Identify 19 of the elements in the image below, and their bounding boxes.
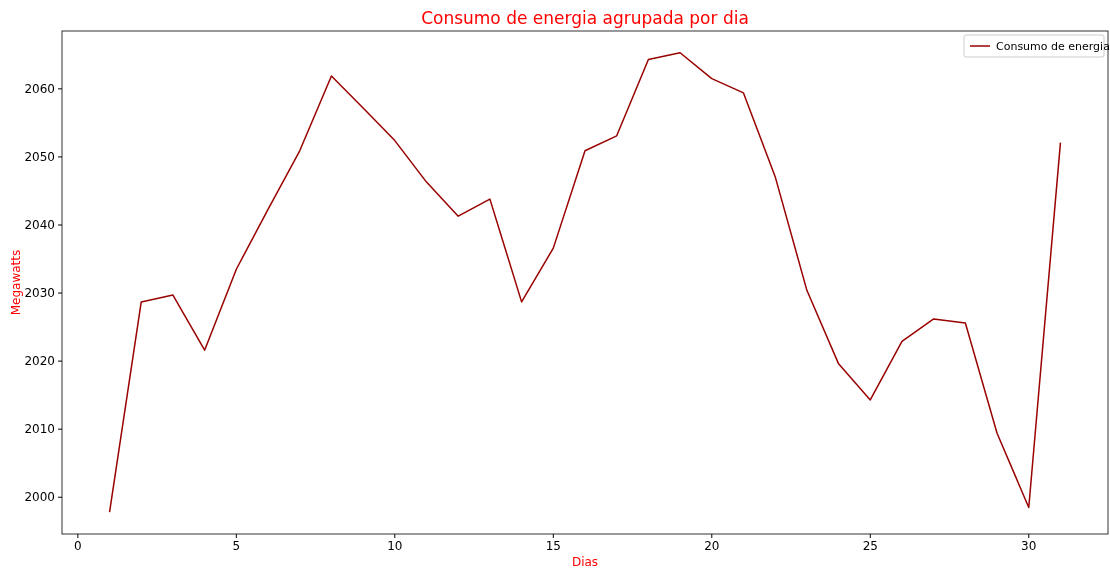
- x-tick-label: 10: [387, 539, 403, 553]
- y-tick-label: 2000: [24, 490, 55, 505]
- y-tick-label: 2010: [24, 422, 55, 437]
- y-tick-label: 2060: [24, 81, 55, 96]
- x-tick-label: 0: [74, 539, 82, 553]
- y-tick-label: 2020: [24, 354, 55, 369]
- x-tick-label: 30: [1021, 539, 1037, 553]
- x-tick-label: 20: [704, 539, 720, 553]
- y-axis-title: Megawatts: [9, 249, 23, 316]
- x-tick-label: 5: [232, 539, 241, 553]
- y-tick-label: 2030: [24, 286, 55, 301]
- x-axis-title: Dias: [571, 555, 599, 568]
- chart-title: Consumo de energia agrupada por dia: [421, 8, 749, 28]
- legend-label: Consumo de energia: [996, 40, 1110, 53]
- y-tick-label: 2040: [24, 217, 55, 232]
- x-tick-label: 15: [545, 539, 561, 553]
- y-tick-label: 2050: [24, 149, 55, 164]
- line-series: [108, 52, 1062, 513]
- x-tick-label: 25: [862, 539, 878, 553]
